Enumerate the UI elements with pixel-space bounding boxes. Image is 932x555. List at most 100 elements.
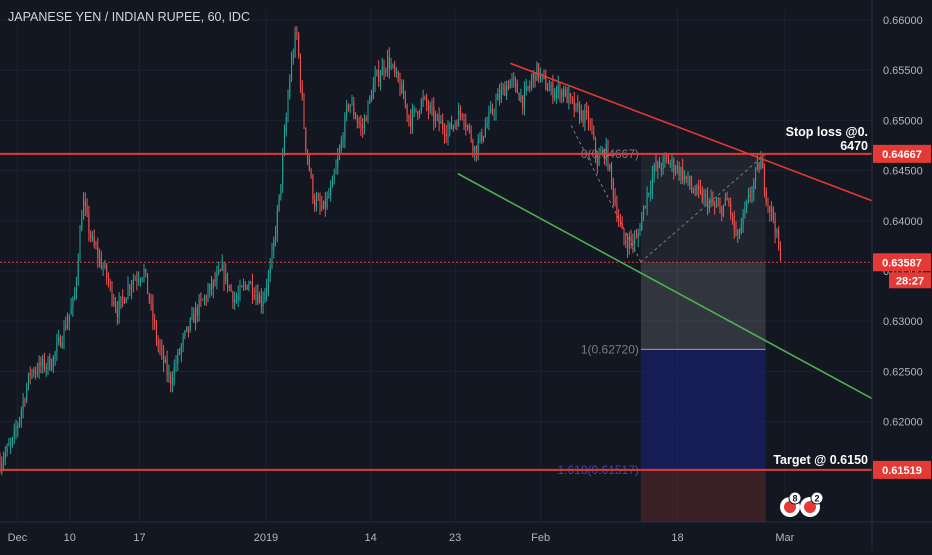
candle-body (378, 70, 380, 82)
candle-body (468, 126, 470, 130)
candle-body (282, 154, 284, 185)
candle-body (189, 318, 191, 331)
candle-body (426, 97, 428, 106)
candle-body (707, 195, 709, 209)
candle-body (548, 89, 550, 91)
candle-body (692, 189, 694, 193)
candle-body (635, 237, 637, 239)
candle-body (237, 295, 239, 300)
candle-body (447, 128, 449, 137)
candle-body (29, 373, 31, 376)
brand-badge-2-text: 2 (814, 494, 819, 504)
candle-body (97, 247, 99, 259)
candle-body (644, 206, 646, 208)
candle-body (184, 331, 186, 337)
y-tick-label: 0.64000 (883, 216, 923, 228)
candle-body (45, 366, 47, 369)
stop-loss-annotation-line: 6470 (840, 139, 868, 153)
candle-body (333, 173, 335, 179)
candle-body (543, 73, 545, 77)
candle-body (177, 351, 179, 365)
candle-body (331, 178, 333, 188)
candle-body (586, 110, 588, 113)
candle-body (81, 219, 83, 231)
candle-body (58, 337, 60, 343)
y-tick-label: 0.62000 (883, 417, 923, 429)
candle-body (659, 162, 661, 168)
support-trendline[interactable] (457, 172, 873, 400)
candle-body (269, 266, 271, 275)
candle-body (266, 287, 268, 293)
candle-body (724, 198, 726, 205)
candle-body (202, 299, 204, 301)
target-annotation: Target @ 0.6150 (773, 453, 868, 467)
candle-body (481, 132, 483, 141)
candle-body (461, 113, 463, 117)
candle-body (628, 236, 630, 249)
candle-body (376, 70, 378, 75)
candle-body (79, 230, 81, 262)
candle-body (545, 76, 547, 90)
candle-body (459, 110, 461, 114)
candle-body (374, 74, 376, 85)
candle-body (195, 307, 197, 323)
candle-body (86, 206, 88, 214)
candle-body (698, 185, 700, 189)
candle-body (59, 337, 61, 347)
candle-body (483, 136, 485, 141)
candle-body (667, 158, 669, 165)
candle-body (467, 126, 469, 128)
candle-body (742, 212, 744, 225)
candle-body (363, 118, 365, 129)
candle-body (719, 205, 721, 207)
candle-body (701, 190, 703, 202)
candle-body (523, 89, 525, 108)
candle-body (394, 65, 396, 73)
candle-body (387, 56, 389, 71)
candle-body (552, 83, 554, 98)
candle-body (726, 198, 728, 201)
candle-body (148, 293, 150, 302)
price-label-text: 0.63587 (882, 257, 922, 269)
candle-body (47, 357, 49, 367)
candle-body (699, 188, 701, 191)
candle-body (68, 314, 70, 322)
candle-body (403, 84, 405, 100)
candle-body (561, 89, 563, 98)
candle-body (134, 279, 136, 281)
candle-body (33, 370, 35, 374)
candle-body (666, 157, 668, 159)
candle-body (321, 205, 323, 209)
candle-body (353, 103, 355, 115)
candle-body (358, 122, 360, 125)
candle-body (243, 285, 245, 287)
candle-body (218, 270, 220, 274)
candle-body (616, 203, 618, 218)
candle-body (163, 349, 165, 363)
candle-body (77, 261, 79, 279)
candle-body (532, 73, 534, 80)
candle-body (618, 217, 620, 221)
candle-body (385, 70, 387, 73)
candle-body (591, 124, 593, 133)
candle-body (27, 373, 29, 387)
candle-body (65, 325, 67, 329)
x-tick-label: 2019 (254, 532, 278, 544)
resistance-trendline[interactable] (509, 62, 873, 202)
candle-body (522, 95, 524, 108)
candle-body (529, 85, 531, 88)
candle-body (138, 280, 140, 282)
candle-body (145, 269, 147, 274)
candle-body (278, 194, 280, 210)
candle-body (493, 112, 495, 114)
candle-body (712, 199, 714, 205)
candle-body (276, 209, 278, 235)
candle-body (664, 157, 666, 159)
candle-body (351, 103, 353, 105)
candle-body (779, 248, 781, 258)
candle-body (164, 359, 166, 363)
candle-body (554, 94, 556, 98)
